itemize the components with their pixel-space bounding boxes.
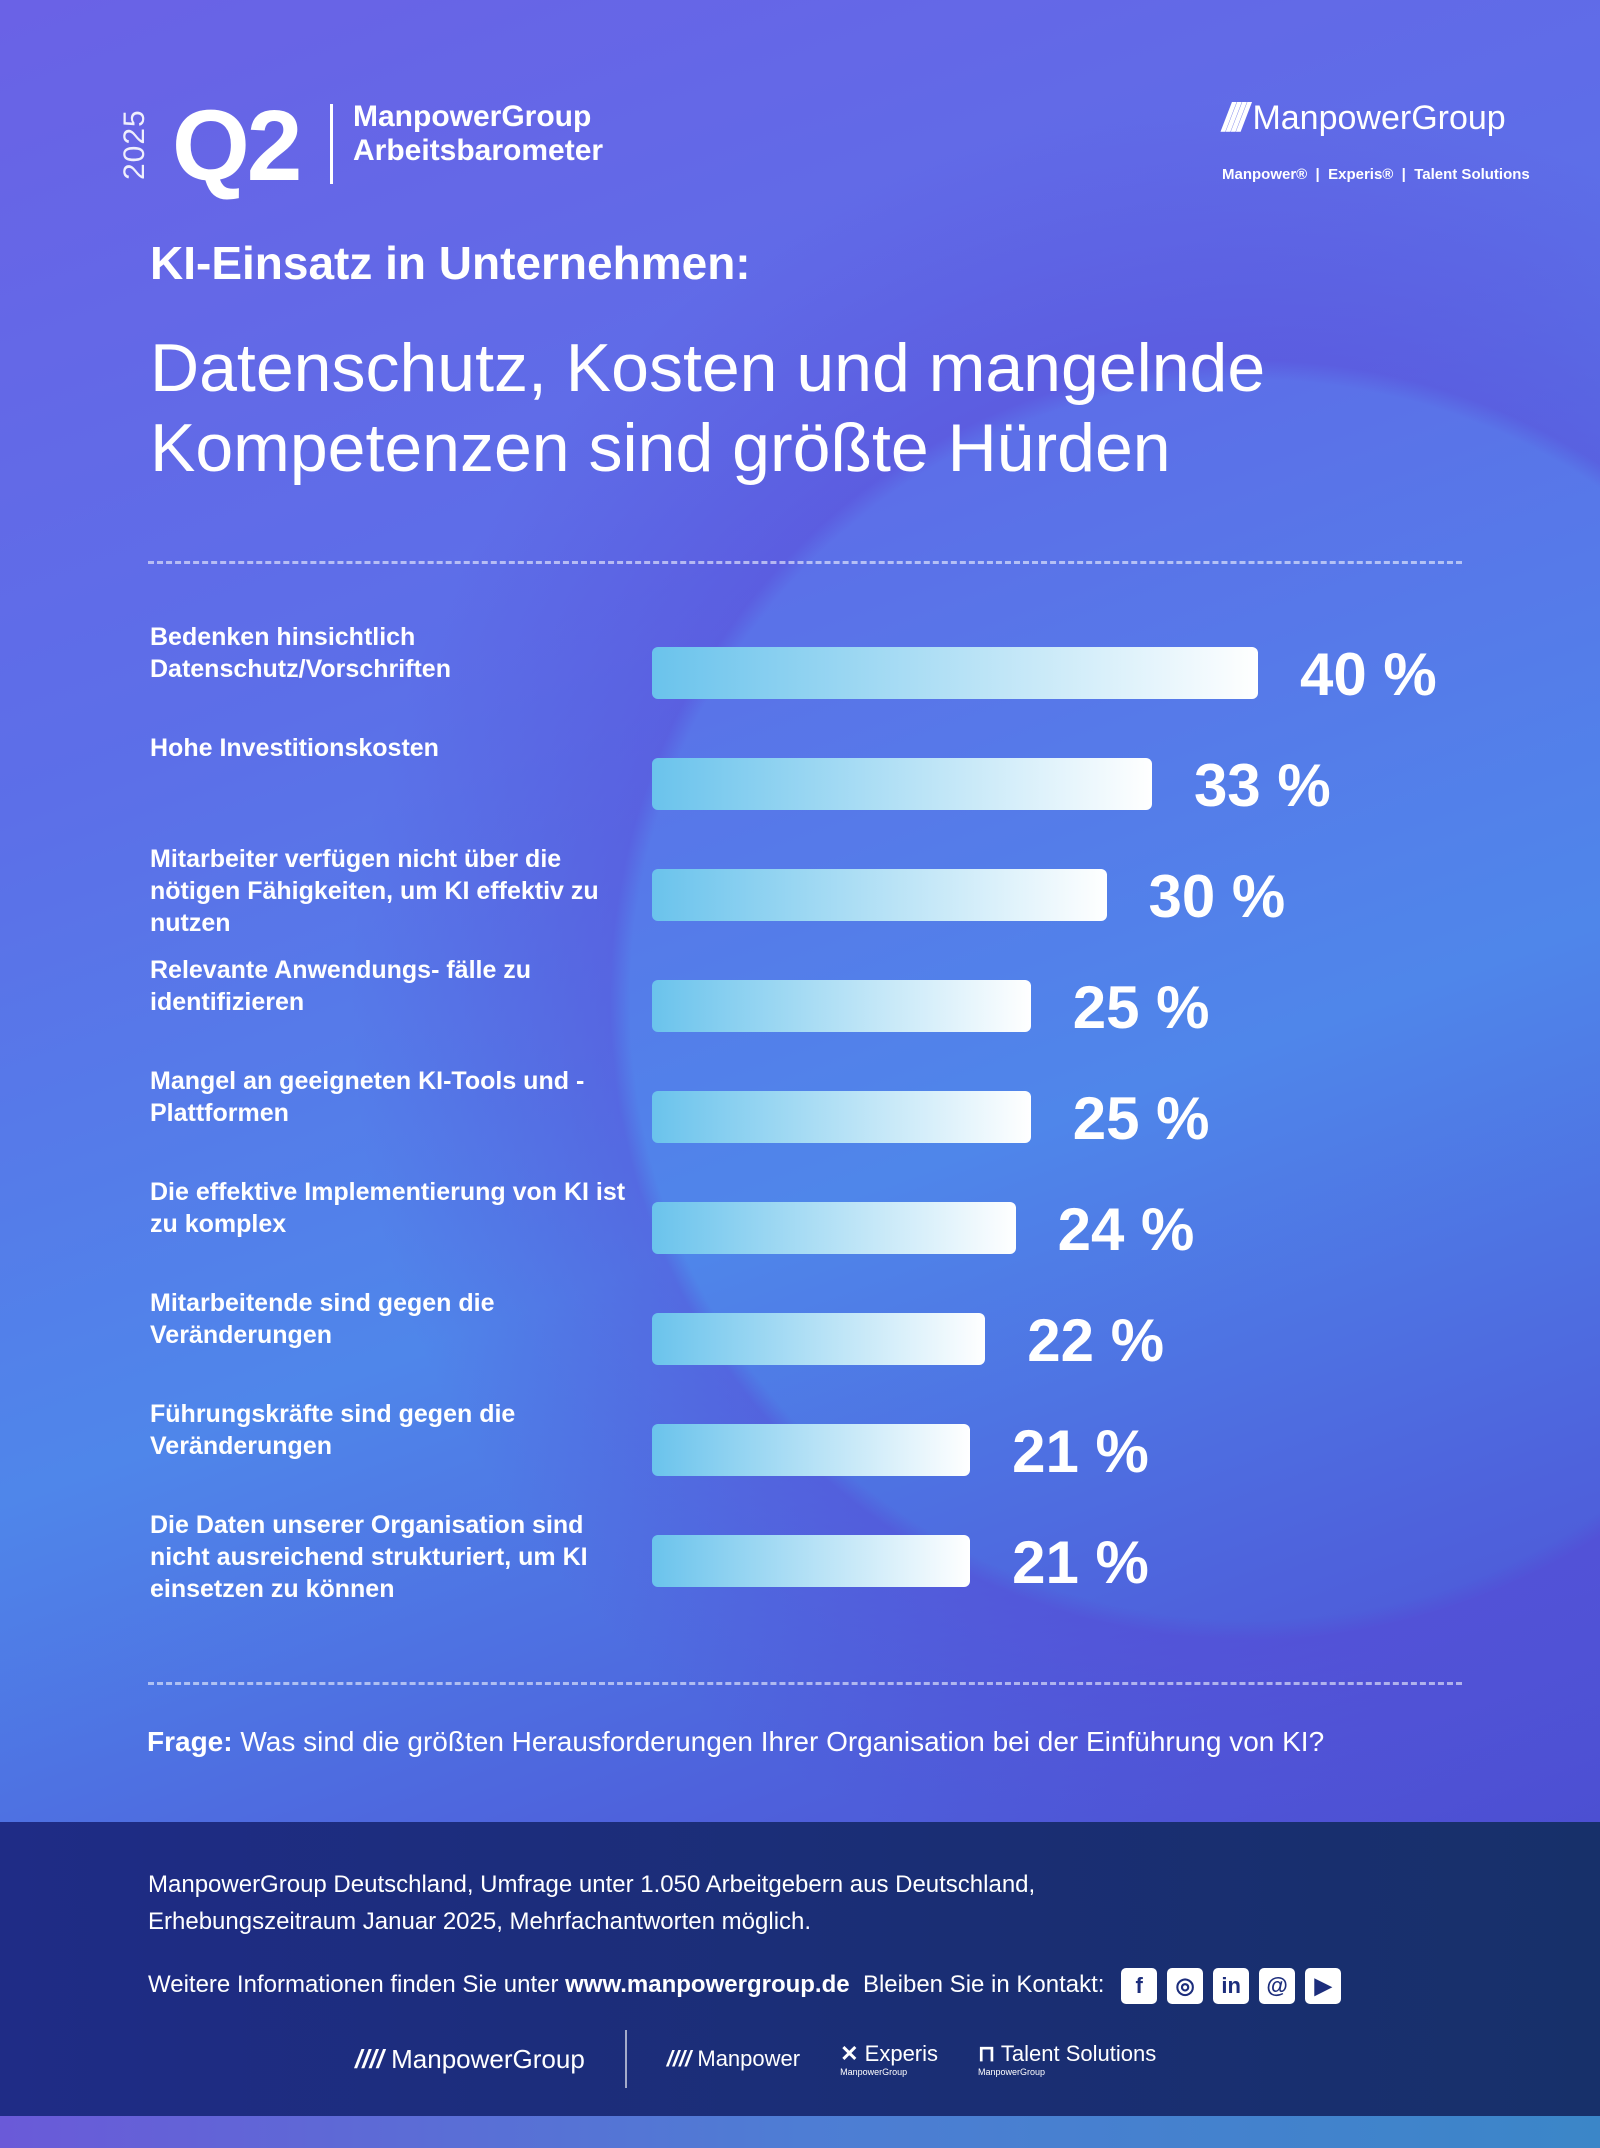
source-note: ManpowerGroup Deutschland, Umfrage unter… — [148, 1866, 1035, 1940]
bar — [652, 647, 1258, 699]
logo-mark-icon: //// — [1222, 96, 1249, 140]
title-line1: KI-Einsatz in Unternehmen: — [150, 237, 751, 289]
value-label: 22 % — [1027, 1307, 1165, 1374]
chart-row: Mitarbeiter verfügen nicht über die nöti… — [0, 843, 1600, 954]
question: Frage: Was sind die größten Herausforder… — [147, 1726, 1324, 1758]
chart-row: Bedenken hinsichtlich Datenschutz/Vorsch… — [0, 621, 1600, 732]
chart-row: Die effektive Implementierung von KI ist… — [0, 1176, 1600, 1287]
logo-label: Experis — [864, 2041, 939, 2066]
category-label: Mitarbeitende sind gegen die Veränderung… — [150, 1289, 495, 1349]
bar — [652, 1202, 1016, 1254]
logo-sub: ManpowerGroup — [978, 2067, 1046, 2077]
bottom-stripe — [0, 2116, 1600, 2148]
divider-top — [148, 561, 1462, 564]
footer-logos: //// ManpowerGroup //// Manpower ✕ Exper… — [355, 2030, 1156, 2088]
category-label: Hohe Investitionskosten — [150, 734, 439, 762]
manpowergroup-logo: ////ManpowerGroup — [1222, 96, 1506, 141]
logo-label: Manpower — [697, 2046, 801, 2071]
quarter: Q2 — [172, 90, 302, 202]
value-label: 21 % — [1012, 1529, 1149, 1596]
value-label: 25 % — [1072, 1085, 1210, 1152]
bar — [652, 1424, 971, 1476]
chart-row: Hohe Investitionskosten 33 % — [0, 732, 1600, 843]
bar — [652, 758, 1152, 810]
chart-row: Führungskräfte sind gegen die Veränderun… — [0, 1398, 1600, 1509]
source-line2: Erhebungszeitraum Januar 2025, Mehrfacha… — [148, 1908, 812, 1935]
bar — [652, 1535, 971, 1587]
logo-sub: ManpowerGroup — [840, 2067, 908, 2077]
value-label: 33 % — [1193, 752, 1331, 819]
brand-line2: Arbeitsbarometer — [353, 134, 604, 167]
category-label: Die Daten unserer Organisation sind nich… — [150, 1511, 588, 1603]
info-prefix: Weitere Informationen finden Sie unter — [148, 1971, 559, 1998]
info-line: Weitere Informationen finden Sie unter w… — [148, 1966, 1342, 2004]
threads-icon[interactable]: @ — [1259, 1967, 1296, 2004]
value-label: 21 % — [1012, 1418, 1149, 1485]
talent-solutions-logo: ⊓ Talent Solutions ManpowerGroup — [978, 2041, 1157, 2077]
value-label: 24 % — [1057, 1196, 1195, 1263]
source-line1: ManpowerGroup Deutschland, Umfrage unter… — [148, 1871, 1036, 1898]
experis-logo: ✕ Experis ManpowerGroup — [840, 2041, 939, 2077]
brand-line1: ManpowerGroup — [353, 100, 592, 133]
sub-brands: Manpower® | Experis® | Talent Solutions — [1222, 166, 1530, 183]
divider-bottom — [148, 1682, 1462, 1685]
logo-label: Talent Solutions — [1000, 2041, 1157, 2066]
divider — [330, 104, 333, 184]
bar — [652, 1313, 986, 1365]
category-label: Mitarbeiter verfügen nicht über die nöti… — [150, 845, 599, 937]
category-label: Bedenken hinsichtlich Datenschutz/Vorsch… — [150, 623, 451, 683]
logo-text: ManpowerGroup — [1252, 99, 1506, 137]
bar — [652, 869, 1107, 921]
contact-label: Bleiben Sie in Kontakt: — [862, 1971, 1105, 1998]
logo-label: ManpowerGroup — [391, 2043, 585, 2074]
value-label: 30 % — [1148, 863, 1286, 930]
instagram-icon[interactable]: ◎ — [1167, 1967, 1204, 2004]
report-brand: ManpowerGroup Arbeitsbarometer — [353, 100, 603, 168]
youtube-icon[interactable]: ▶ — [1305, 1967, 1342, 2004]
chart-row: Mitarbeitende sind gegen die Veränderung… — [0, 1287, 1600, 1398]
bar — [652, 1091, 1031, 1143]
category-label: Mangel an geeigneten KI-Tools und -Platt… — [150, 1067, 585, 1127]
category-label: Die effektive Implementierung von KI ist… — [150, 1178, 626, 1238]
question-prefix: Frage: — [147, 1726, 233, 1757]
year: 2025 — [118, 109, 151, 180]
chart-row: Mangel an geeigneten KI-Tools und -Platt… — [0, 1065, 1600, 1176]
footer-manpowergroup-logo: //// ManpowerGroup — [355, 2043, 585, 2074]
question-text: Was sind die größten Herausforderungen I… — [240, 1726, 1325, 1757]
chart-row: Relevante Anwendungs- fälle zu identifiz… — [0, 954, 1600, 1065]
value-label: 40 % — [1300, 641, 1437, 708]
title-line2: Datenschutz, Kosten und mangelnde Kompet… — [150, 330, 1266, 486]
logo-divider — [624, 2030, 627, 2088]
category-label: Führungskräfte sind gegen die Veränderun… — [150, 1400, 516, 1460]
bar — [652, 980, 1031, 1032]
manpower-logo: //// Manpower — [666, 2046, 801, 2071]
linkedin-icon[interactable]: in — [1213, 1967, 1250, 2004]
chart-row: Die Daten unserer Organisation sind nich… — [0, 1509, 1600, 1620]
value-label: 25 % — [1072, 974, 1210, 1041]
category-label: Relevante Anwendungs- fälle zu identifiz… — [150, 956, 532, 1016]
website-link[interactable]: www.manpowergroup.de — [565, 1971, 850, 1998]
facebook-icon[interactable]: f — [1121, 1967, 1158, 2004]
